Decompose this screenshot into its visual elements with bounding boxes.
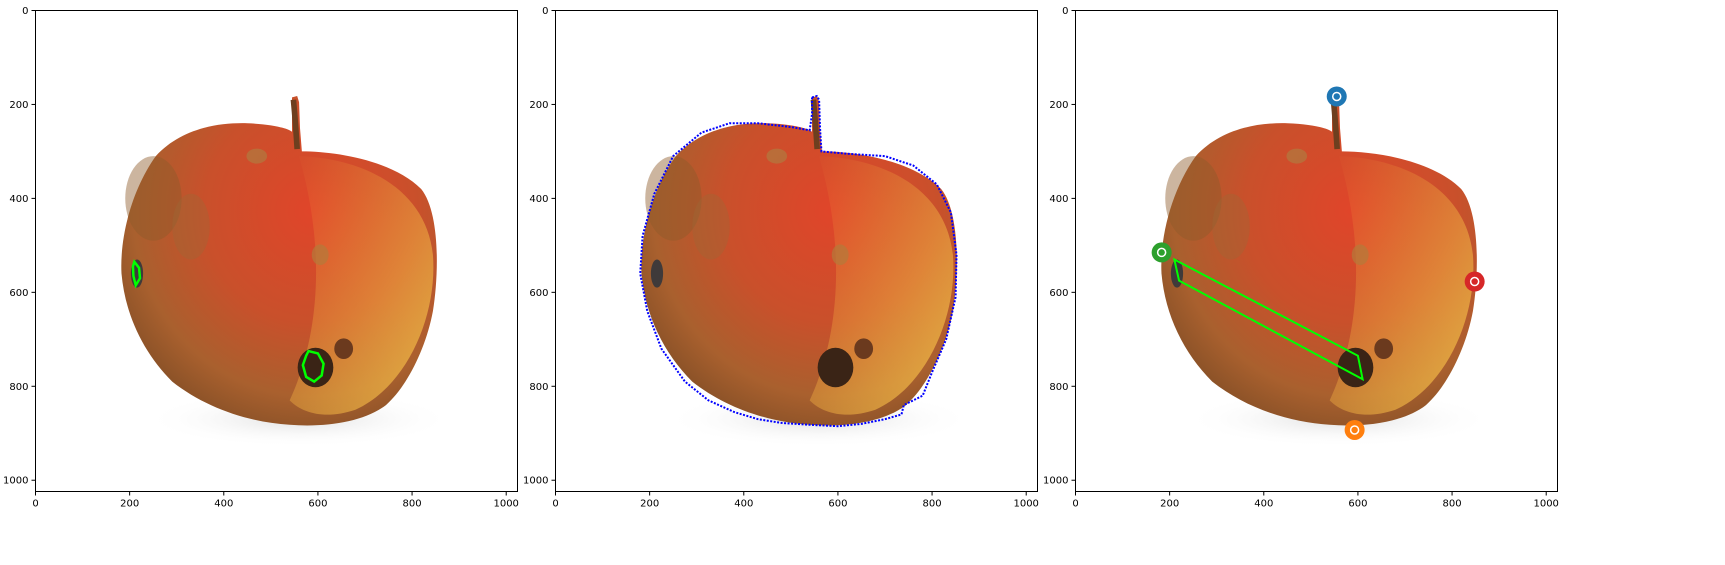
panel-2: 0 200 400 600 800 1000 0 200 400 600 800 1000 — [523, 6, 1039, 510]
prompt-point — [1326, 86, 1347, 107]
x-axis-ticks: 0 200 400 600 800 1000 — [32, 491, 519, 510]
prompt-point-ring — [1469, 276, 1480, 287]
mask-contour — [131, 259, 142, 289]
x-tick-label: 600 — [308, 499, 327, 510]
x-tick-label: 200 — [120, 499, 139, 510]
prompt-point — [1464, 271, 1485, 292]
mask-contour — [301, 349, 325, 384]
y-tick-label: 600 — [1049, 288, 1068, 299]
box-and-points — [1151, 86, 1485, 440]
x-tick-label: 800 — [403, 499, 422, 510]
x-tick-label: 0 — [552, 499, 558, 510]
x-tick-label: 200 — [640, 499, 659, 510]
panel-3: 0 200 400 600 800 1000 0 200 400 600 800 1000 — [1043, 6, 1559, 510]
prompt-point — [1344, 419, 1365, 440]
x-axis-ticks: 0 200 400 600 800 1000 — [552, 491, 1039, 510]
y-tick-label: 800 — [529, 382, 548, 393]
x-tick-label: 200 — [1160, 499, 1179, 510]
y-axis-ticks: 0 200 400 600 800 1000 — [3, 6, 36, 487]
y-tick-label: 600 — [9, 288, 28, 299]
x-tick-label: 800 — [1443, 499, 1462, 510]
silhouette-contour — [639, 94, 958, 428]
y-tick-label: 600 — [529, 288, 548, 299]
y-tick-label: 400 — [1049, 194, 1068, 205]
x-tick-label: 800 — [923, 499, 942, 510]
rotated-box — [1172, 257, 1365, 382]
x-tick-label: 400 — [734, 499, 753, 510]
x-tick-label: 0 — [32, 499, 38, 510]
prompt-point — [1151, 242, 1172, 263]
y-tick-label: 1000 — [1043, 476, 1068, 487]
panel-1: 0 200 400 600 800 1000 0 200 400 600 800 1000 — [3, 6, 519, 510]
x-tick-label: 0 — [1072, 499, 1078, 510]
y-tick-label: 400 — [9, 194, 28, 205]
y-axis-ticks: 0 200 400 600 800 1000 — [523, 6, 556, 487]
y-tick-label: 0 — [542, 6, 548, 17]
y-tick-label: 400 — [529, 194, 548, 205]
y-tick-label: 200 — [1049, 100, 1068, 111]
mask-contours — [131, 259, 325, 384]
y-tick-label: 200 — [529, 100, 548, 111]
prompt-point-ring — [1331, 91, 1342, 102]
prompt-point-ring — [1349, 425, 1360, 435]
x-tick-label: 600 — [1348, 499, 1367, 510]
x-tick-label: 400 — [214, 499, 233, 510]
prompt-point-ring — [1156, 247, 1167, 258]
y-tick-label: 1000 — [523, 476, 548, 487]
x-tick-label: 1000 — [493, 499, 518, 510]
y-axis-ticks: 0 200 400 600 800 1000 — [1043, 6, 1076, 487]
x-tick-label: 600 — [828, 499, 847, 510]
apple-outline — [639, 94, 958, 428]
x-tick-label: 1000 — [1013, 499, 1038, 510]
x-axis-ticks: 0 200 400 600 800 1000 — [1072, 491, 1559, 510]
y-tick-label: 1000 — [3, 476, 28, 487]
y-tick-label: 200 — [9, 100, 28, 111]
x-tick-label: 1000 — [1533, 499, 1558, 510]
x-tick-label: 400 — [1254, 499, 1273, 510]
y-tick-label: 800 — [9, 382, 28, 393]
y-tick-label: 800 — [1049, 382, 1068, 393]
y-tick-label: 0 — [1062, 6, 1068, 17]
y-tick-label: 0 — [22, 6, 28, 17]
